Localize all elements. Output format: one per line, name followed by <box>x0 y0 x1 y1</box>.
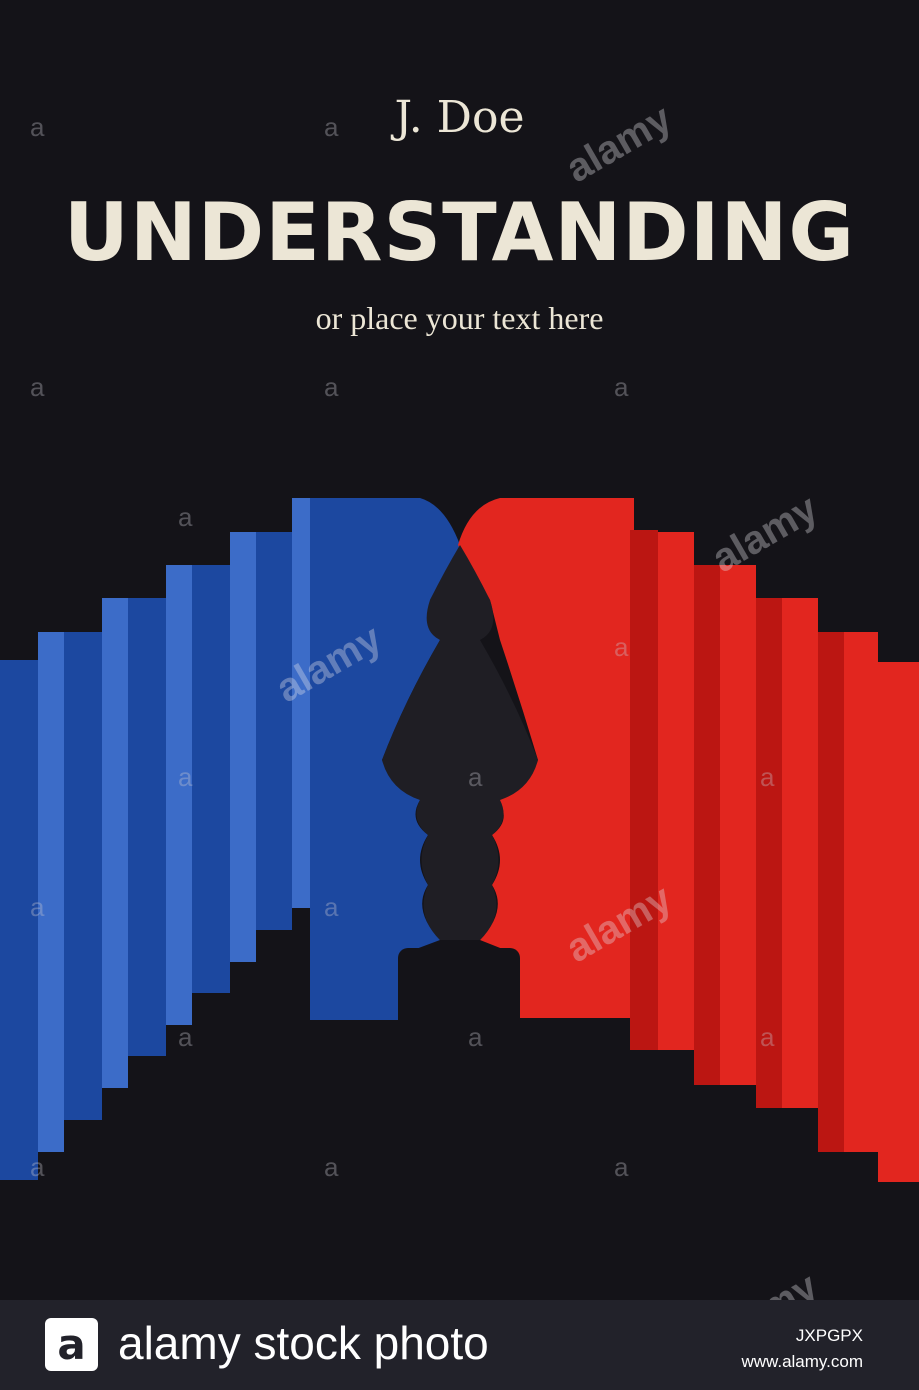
watermark-letter: a <box>178 502 193 532</box>
stock-banner: a alamy stock photo JXPGPX www.alamy.com <box>0 1300 919 1390</box>
watermark-letter: a <box>178 762 193 792</box>
watermark-letter: a <box>760 1022 775 1052</box>
neck-block <box>398 948 520 1028</box>
alamy-logo-icon: a <box>45 1318 98 1371</box>
watermark-letter: a <box>468 1022 483 1052</box>
watermark-letter: a <box>30 1152 45 1182</box>
book-cover: J. Doe UNDERSTANDING or place your text … <box>0 92 919 1300</box>
red-columns <box>610 498 919 1182</box>
watermark-letter: a <box>30 112 45 142</box>
center-silhouette <box>382 545 538 940</box>
ground-steps <box>0 1015 919 1300</box>
watermark-letter: a <box>614 632 629 662</box>
blue-head <box>310 498 460 1020</box>
watermark-letter: a <box>324 1152 339 1182</box>
banner-text: alamy stock photo <box>118 1317 489 1369</box>
watermark-letter: a <box>324 372 339 402</box>
watermark-letter: a <box>30 892 45 922</box>
stock-url: www.alamy.com <box>741 1352 863 1371</box>
red-head <box>458 498 610 1020</box>
watermark-letter: a <box>760 762 775 792</box>
watermark-letter: a <box>178 1022 193 1052</box>
two-faces-illustration <box>0 498 919 1300</box>
watermark-letter: a <box>324 112 339 142</box>
watermark-letter: a <box>468 762 483 792</box>
blue-columns <box>0 498 310 1180</box>
watermark-letter: a <box>614 372 629 402</box>
watermark-letter: a <box>30 372 45 402</box>
watermark-letter: a <box>614 1152 629 1182</box>
watermark-letter: a <box>324 892 339 922</box>
image-id: JXPGPX <box>795 1326 863 1345</box>
author-name: J. Doe <box>394 92 525 143</box>
book-title: UNDERSTANDING <box>63 186 856 279</box>
book-subtitle: or place your text here <box>315 300 604 336</box>
